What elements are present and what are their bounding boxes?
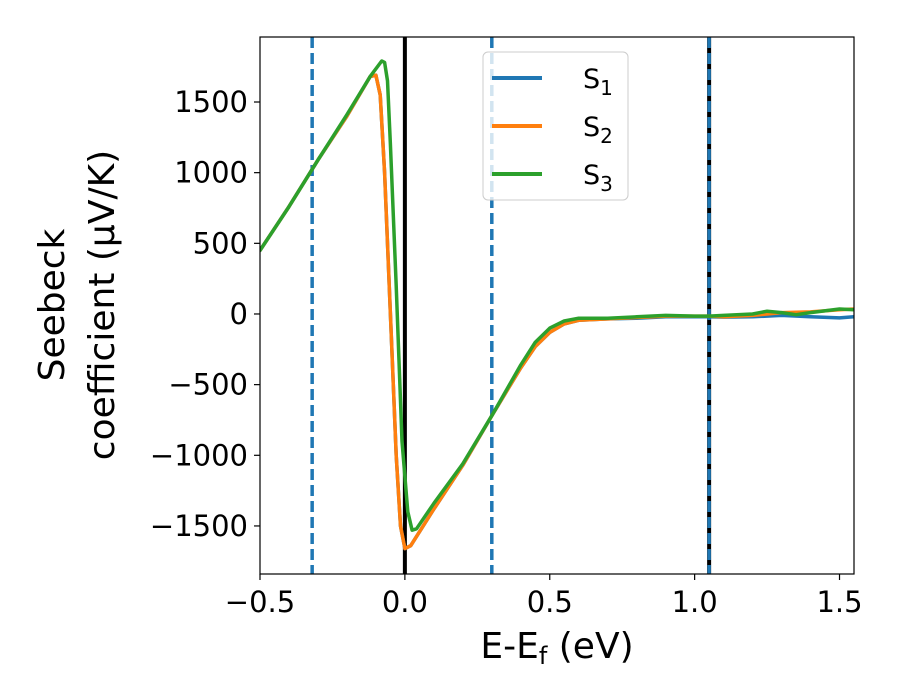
x-tick-label: 1.0 [672, 585, 718, 619]
x-tick-label: 1.5 [816, 585, 862, 619]
x-axis-ticks: −0.5 0.0 0.5 1.0 1.5 [225, 574, 863, 619]
series-line-s3 [260, 59, 854, 532]
y-axis-label-line1: Seebeck [32, 228, 73, 381]
x-tick-label: 0.5 [527, 585, 573, 619]
y-tick-label: −1500 [150, 509, 248, 543]
legend-label-s3: S3 [583, 160, 613, 196]
y-tick-label: 500 [193, 226, 248, 260]
series-lines [260, 59, 854, 551]
y-tick-label: −500 [168, 368, 248, 402]
legend-box [482, 51, 629, 201]
y-tick-label: −1000 [150, 438, 248, 472]
legend: S1 S2 S3 [482, 51, 629, 201]
plot-frame [259, 36, 855, 575]
y-axis-label: Seebeck coefficient (μV/K) [32, 150, 123, 460]
legend-label-s1: S1 [583, 64, 613, 100]
y-tick-label: 1500 [174, 85, 248, 119]
x-axis-label: E-Ef (eV) [480, 626, 633, 670]
y-axis-label-line2: coefficient (μV/K) [82, 150, 123, 460]
x-tick-label: 0.0 [382, 585, 428, 619]
y-tick-label: 1000 [174, 156, 248, 190]
y-axis-ticks: −1500 −1000 −500 0 500 1000 1500 [150, 85, 260, 543]
y-tick-label: 0 [230, 297, 248, 331]
legend-label-s2: S2 [583, 112, 613, 148]
x-tick-label: −0.5 [225, 585, 295, 619]
